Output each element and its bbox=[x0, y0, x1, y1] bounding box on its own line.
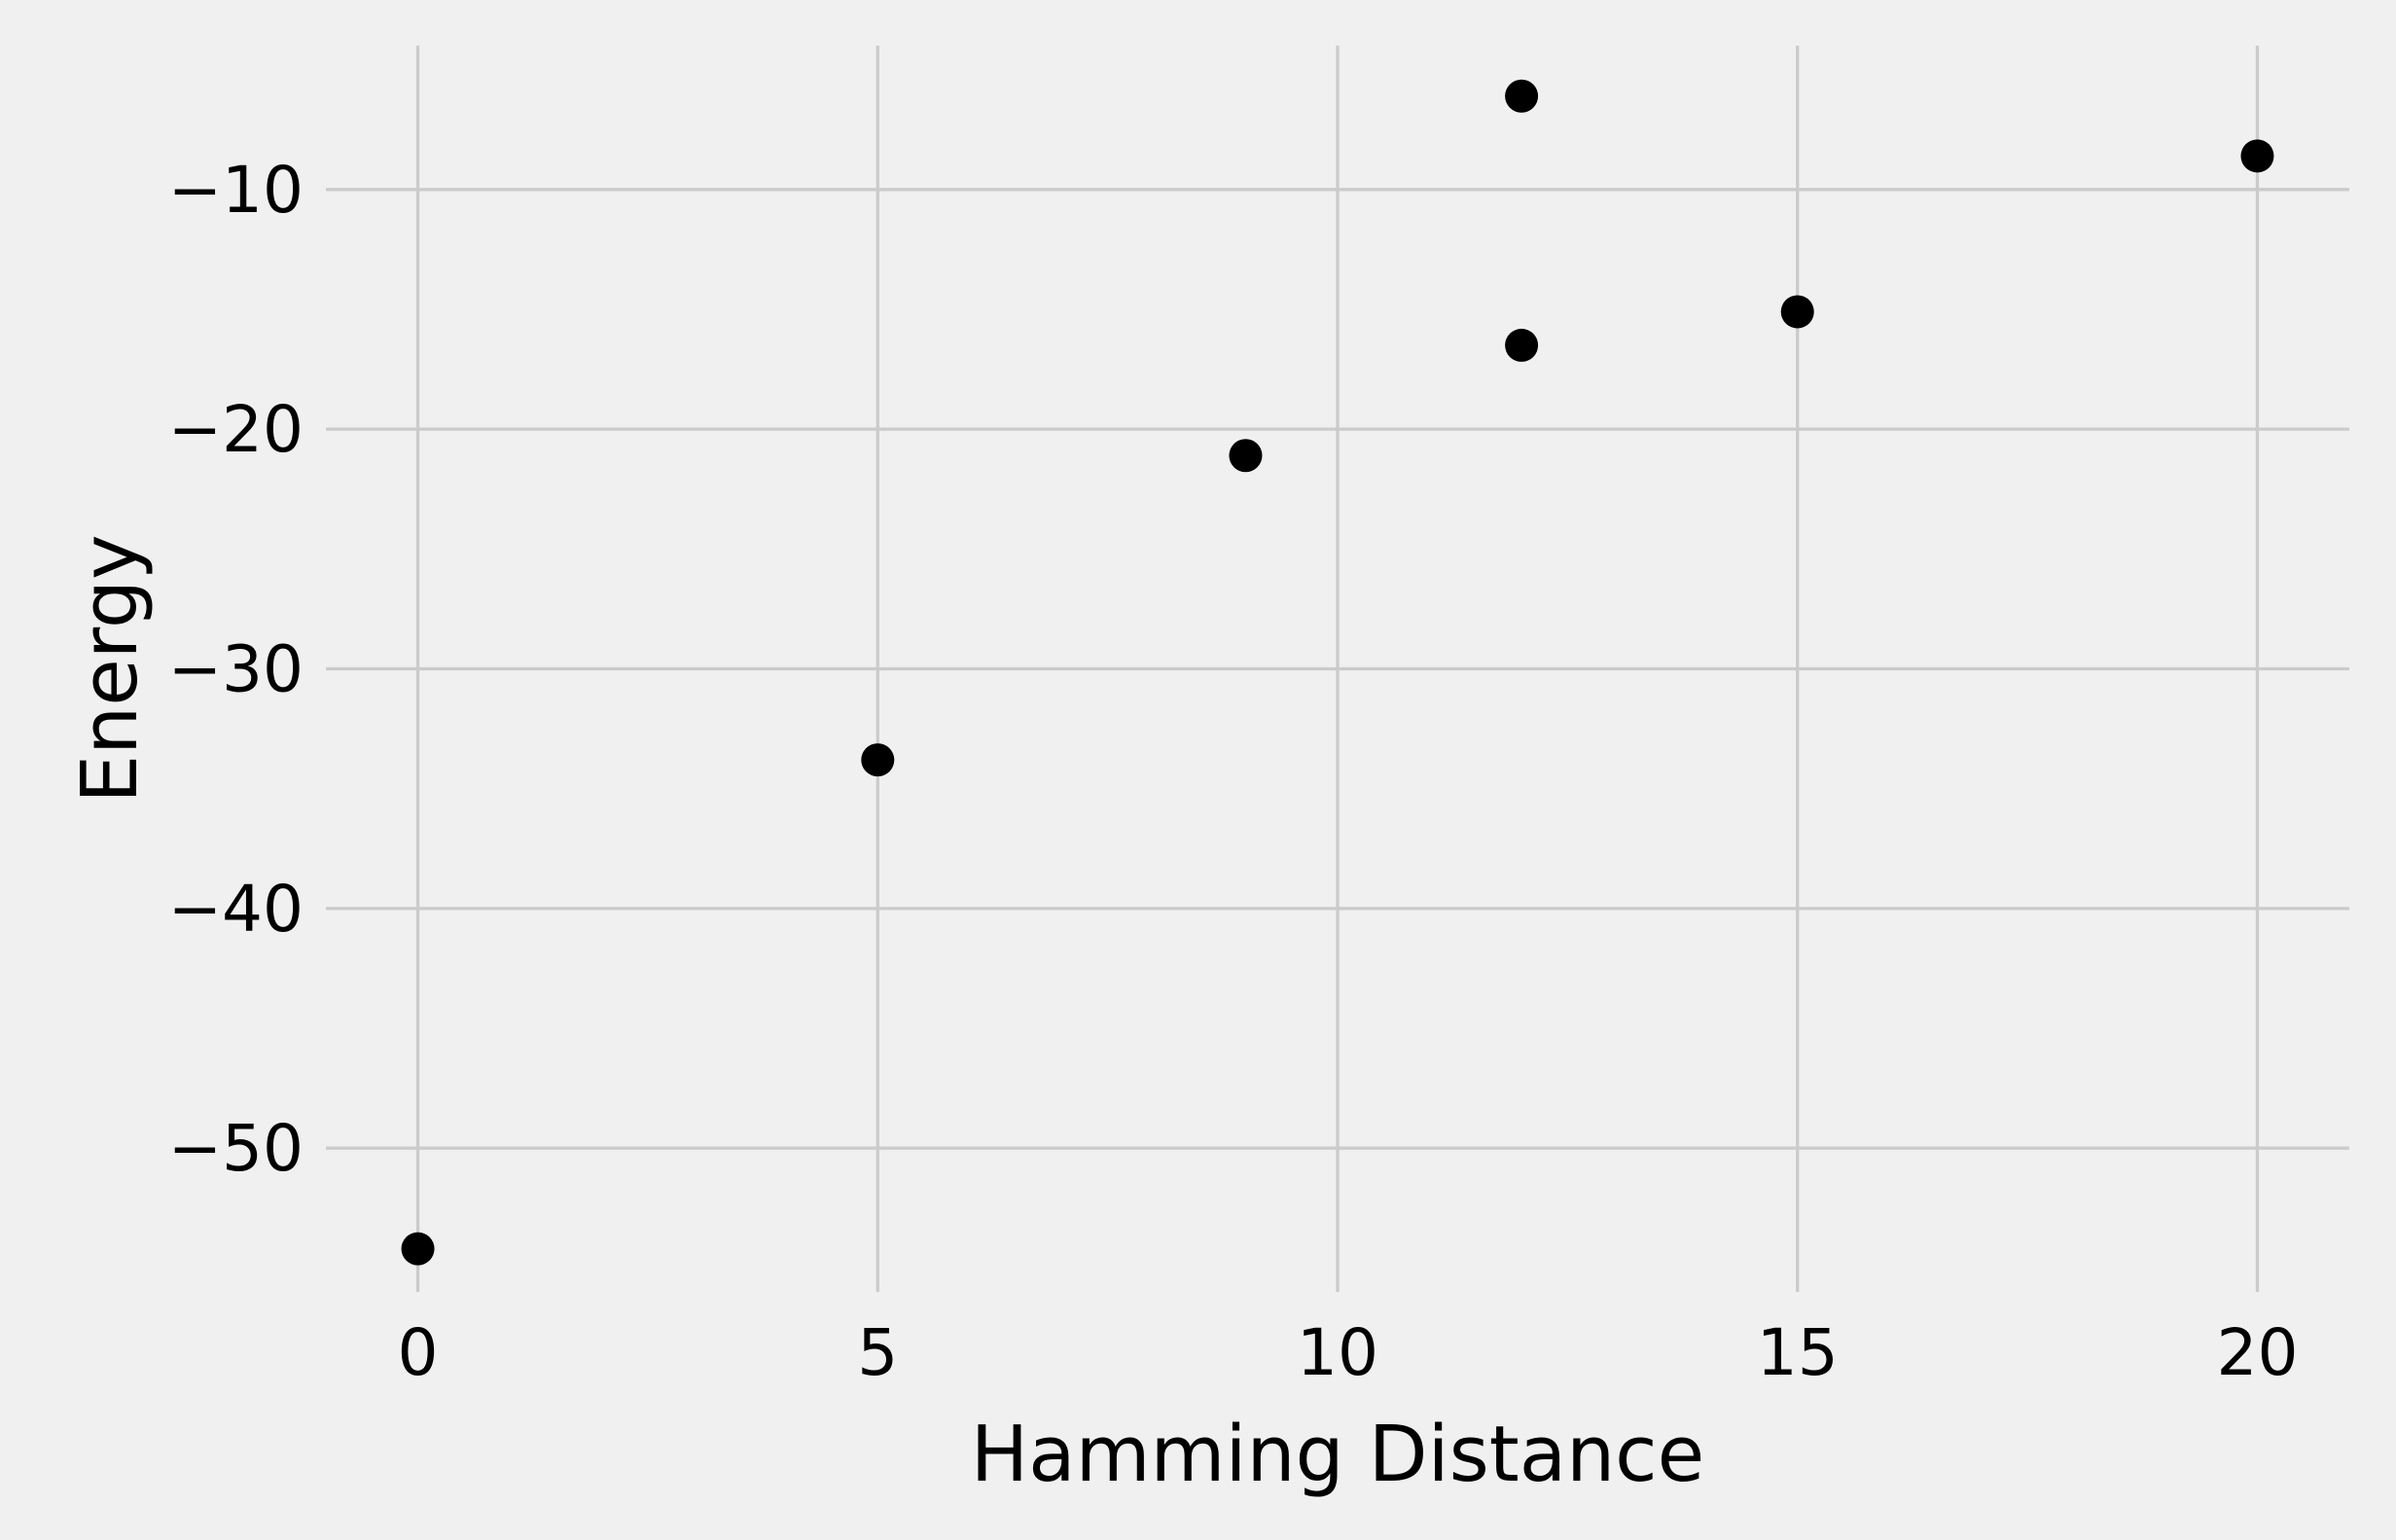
x-tick-label: 5 bbox=[857, 1315, 898, 1390]
data-point bbox=[861, 743, 895, 777]
x-tick-label: 10 bbox=[1297, 1315, 1378, 1390]
data-point bbox=[1780, 295, 1814, 329]
y-tick-label: −20 bbox=[168, 392, 304, 467]
y-axis-label: Energy bbox=[65, 534, 155, 804]
data-point bbox=[1505, 79, 1539, 113]
data-points bbox=[401, 79, 2274, 1266]
y-tick-label: −10 bbox=[168, 153, 304, 228]
y-tick-labels: −50 −40 −30 −20 −10 bbox=[168, 153, 304, 1186]
data-point bbox=[1505, 328, 1539, 362]
data-point bbox=[2240, 139, 2274, 173]
x-tick-label: 0 bbox=[398, 1315, 439, 1390]
data-point bbox=[1229, 439, 1263, 473]
x-axis-label: Hamming Distance bbox=[971, 1410, 1704, 1499]
x-tick-labels: 0 5 10 15 20 bbox=[398, 1315, 2299, 1390]
y-tick-label: −30 bbox=[168, 632, 304, 707]
x-tick-label: 20 bbox=[2216, 1315, 2298, 1390]
y-tick-label: −40 bbox=[168, 872, 304, 947]
y-tick-label: −50 bbox=[168, 1111, 304, 1186]
x-tick-label: 15 bbox=[1757, 1315, 1839, 1390]
data-point bbox=[401, 1232, 435, 1266]
y-gridlines bbox=[326, 188, 2349, 1150]
